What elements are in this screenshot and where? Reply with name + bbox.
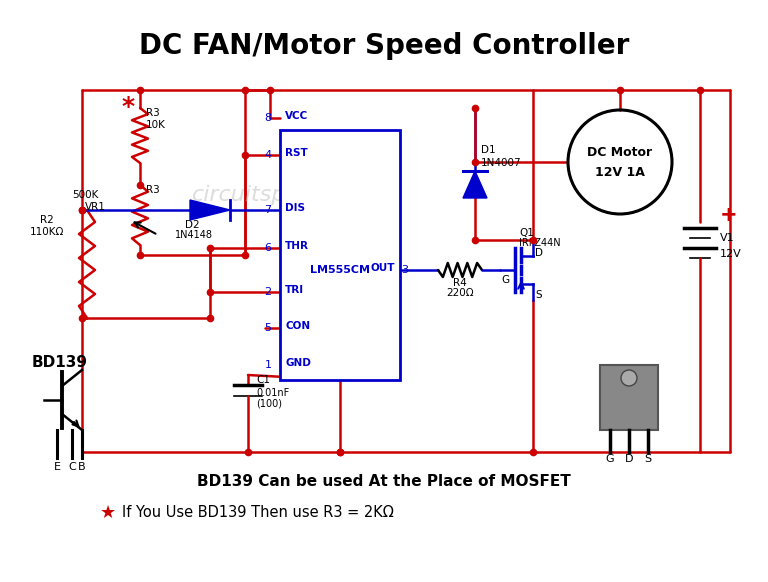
Text: Q1: Q1	[519, 228, 534, 238]
Text: GND: GND	[285, 358, 311, 368]
Text: VR1: VR1	[85, 202, 106, 212]
Text: G: G	[501, 275, 509, 285]
Text: R3: R3	[146, 185, 160, 195]
Text: (100): (100)	[256, 399, 282, 409]
Polygon shape	[190, 200, 230, 220]
Text: R3: R3	[146, 108, 160, 118]
Text: VCC: VCC	[285, 111, 308, 121]
Text: 0.01nF: 0.01nF	[256, 388, 290, 398]
Text: 8: 8	[264, 113, 272, 123]
Text: R4: R4	[453, 278, 467, 288]
Text: BD139: BD139	[32, 355, 88, 370]
Text: D2: D2	[185, 220, 200, 230]
Text: 12V 1A: 12V 1A	[595, 165, 645, 179]
Text: 110KΩ: 110KΩ	[30, 227, 65, 237]
Text: 7: 7	[264, 205, 272, 215]
Text: DIS: DIS	[285, 203, 305, 213]
Circle shape	[621, 370, 637, 386]
Text: DC FAN/Motor Speed Controller: DC FAN/Motor Speed Controller	[139, 32, 629, 60]
Bar	[280, 130, 400, 380]
Text: If You Use BD139 Then use R3 = 2KΩ: If You Use BD139 Then use R3 = 2KΩ	[122, 505, 394, 520]
Bar	[600, 365, 658, 430]
Text: C1: C1	[256, 375, 270, 385]
Text: 220Ω: 220Ω	[446, 288, 474, 298]
Text: 44N: 44N	[615, 410, 643, 424]
Text: 1N4148: 1N4148	[175, 230, 213, 240]
Text: S: S	[644, 454, 651, 464]
Text: ★: ★	[100, 504, 116, 522]
Text: 10K: 10K	[146, 120, 166, 130]
Text: 2: 2	[264, 287, 272, 297]
Text: C: C	[68, 462, 76, 472]
Text: D: D	[535, 248, 543, 258]
Text: THR: THR	[285, 241, 309, 251]
Text: B: B	[78, 462, 86, 472]
Text: D: D	[624, 454, 634, 464]
Text: 1N4007: 1N4007	[481, 158, 521, 168]
Text: G: G	[606, 454, 614, 464]
Text: *: *	[122, 95, 135, 119]
Text: LM555CM: LM555CM	[310, 265, 370, 275]
Text: IRFZ: IRFZ	[613, 393, 645, 406]
Text: E: E	[54, 462, 61, 472]
Text: 500K: 500K	[72, 190, 98, 200]
Text: DC Motor: DC Motor	[588, 146, 653, 158]
Text: CON: CON	[285, 321, 310, 331]
Text: V1: V1	[720, 233, 735, 243]
Text: D1: D1	[481, 145, 495, 155]
Text: 6: 6	[264, 243, 272, 253]
Text: 4: 4	[264, 150, 272, 160]
Text: 12V: 12V	[720, 249, 742, 259]
Text: BD139 Can be used At the Place of MOSFET: BD139 Can be used At the Place of MOSFET	[197, 474, 571, 489]
Text: 1: 1	[264, 360, 272, 370]
Text: OUT: OUT	[370, 263, 395, 273]
Text: 5: 5	[264, 323, 272, 333]
Text: +: +	[720, 205, 737, 225]
Text: 3: 3	[402, 265, 409, 275]
Text: RST: RST	[285, 148, 308, 158]
Polygon shape	[463, 171, 487, 198]
Text: S: S	[535, 290, 541, 300]
Text: IRFZ44N: IRFZ44N	[519, 238, 561, 248]
Text: circuitspedia.com: circuitspedia.com	[192, 185, 389, 205]
Text: TRI: TRI	[285, 285, 304, 295]
Text: R2: R2	[40, 215, 54, 225]
